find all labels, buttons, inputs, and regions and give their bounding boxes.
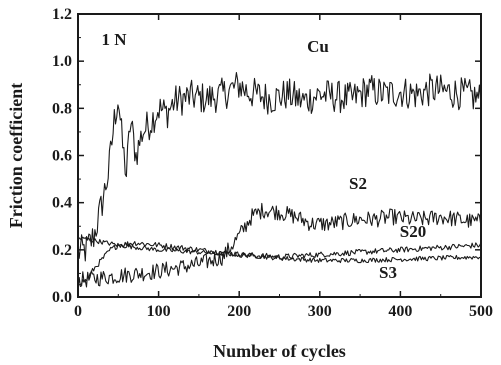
y-axis-title: Friction coefficient — [6, 83, 26, 228]
y-tick-label: 1.0 — [52, 53, 72, 70]
x-tick-label: 0 — [74, 303, 82, 320]
load-annotation: 1 N — [101, 30, 127, 49]
series-line-s3 — [77, 236, 481, 264]
y-tick-label: 0.2 — [52, 242, 72, 259]
y-tick-label: 0.6 — [52, 148, 72, 165]
x-axis-title: Number of cycles — [213, 341, 346, 361]
series-label-s2: S2 — [349, 174, 367, 193]
series-line-cu — [77, 72, 482, 262]
y-tick-label: 0.8 — [52, 100, 72, 117]
series-label-s3: S3 — [379, 263, 397, 282]
series-line-s20 — [77, 241, 482, 286]
plot-frame — [77, 13, 482, 298]
y-tick-label: 0.0 — [52, 289, 72, 306]
series-label-cu: Cu — [307, 37, 329, 56]
series-label-s20: S20 — [400, 222, 426, 241]
plot-area: 0 100 200 300 400 500 0.0 0.2 0.4 0.6 0.8 1.0 1.2 Num… — [6, 6, 493, 361]
x-tick-label: 400 — [388, 303, 412, 320]
y-tick-label: 1.2 — [52, 6, 72, 23]
y-tick-label: 0.4 — [52, 195, 72, 212]
x-tick-label: 200 — [227, 303, 251, 320]
x-tick-label: 300 — [308, 303, 332, 320]
series-line-s2 — [77, 202, 482, 289]
x-tick-label: 100 — [147, 303, 171, 320]
x-tick-label: 500 — [469, 303, 493, 320]
